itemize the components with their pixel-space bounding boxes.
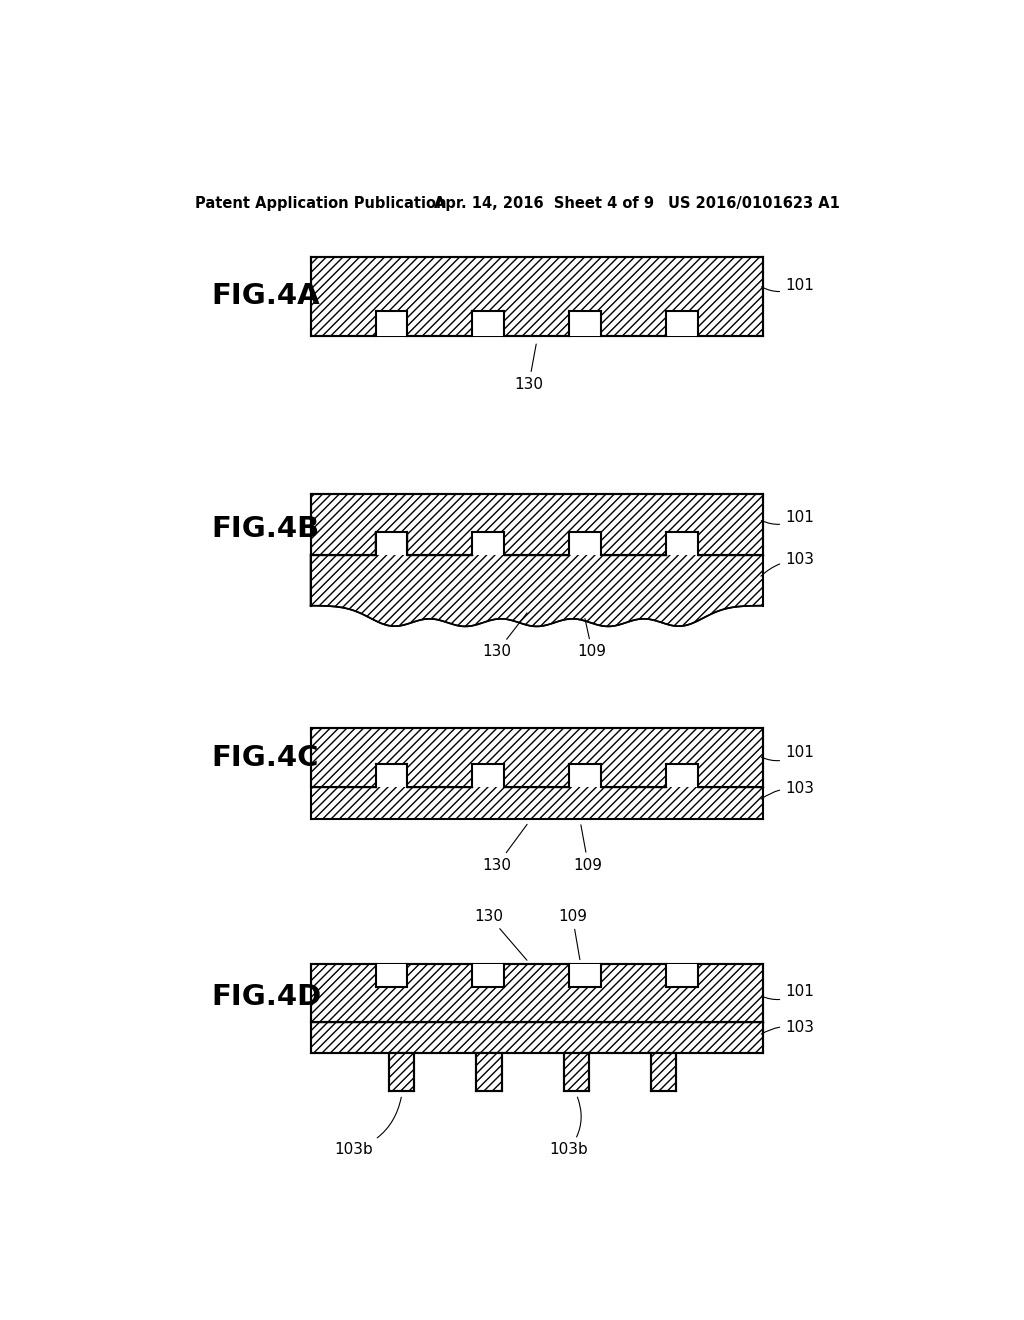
Text: 130: 130 — [474, 908, 527, 960]
Bar — [389, 1053, 415, 1092]
Bar — [472, 764, 504, 787]
Bar — [569, 312, 601, 337]
Text: FIG.4D: FIG.4D — [211, 983, 322, 1011]
Text: FIG.4C: FIG.4C — [211, 744, 318, 772]
Text: 130: 130 — [482, 825, 527, 873]
Text: FIG.4B: FIG.4B — [211, 515, 319, 544]
Bar — [376, 312, 408, 337]
Bar — [569, 764, 601, 787]
Text: 103: 103 — [761, 1020, 814, 1035]
Text: FIG.4A: FIG.4A — [211, 281, 319, 310]
Text: 103b: 103b — [335, 1097, 401, 1158]
Bar — [376, 532, 408, 554]
Polygon shape — [310, 532, 763, 627]
Bar — [666, 764, 697, 787]
Bar — [376, 965, 408, 987]
Text: Patent Application Publication: Patent Application Publication — [196, 195, 446, 211]
Text: 109: 109 — [578, 619, 607, 659]
Bar — [651, 1053, 677, 1092]
Text: 103b: 103b — [549, 1097, 588, 1158]
Bar — [310, 1022, 763, 1053]
Text: 101: 101 — [762, 746, 814, 760]
Bar — [569, 965, 601, 987]
Bar — [376, 764, 408, 787]
Text: 101: 101 — [762, 510, 814, 524]
Text: 101: 101 — [762, 985, 814, 999]
Polygon shape — [310, 764, 763, 818]
Text: Apr. 14, 2016  Sheet 4 of 9: Apr. 14, 2016 Sheet 4 of 9 — [433, 195, 653, 211]
Text: 103: 103 — [761, 781, 814, 799]
Text: 103: 103 — [761, 552, 814, 577]
Bar — [666, 532, 697, 554]
Bar — [563, 1053, 589, 1092]
Text: 130: 130 — [482, 612, 527, 659]
Bar — [310, 965, 763, 1022]
Bar — [472, 532, 504, 554]
Text: 130: 130 — [514, 345, 544, 392]
Bar — [666, 965, 697, 987]
Bar — [472, 965, 504, 987]
Bar — [476, 1053, 502, 1092]
Bar — [310, 257, 763, 337]
Text: US 2016/0101623 A1: US 2016/0101623 A1 — [668, 195, 840, 211]
Bar — [310, 494, 763, 554]
Bar — [310, 727, 763, 787]
Text: 101: 101 — [761, 279, 814, 293]
Text: 109: 109 — [558, 908, 587, 960]
Bar — [569, 532, 601, 554]
Bar — [472, 312, 504, 337]
Text: 109: 109 — [573, 825, 603, 873]
Bar — [666, 312, 697, 337]
